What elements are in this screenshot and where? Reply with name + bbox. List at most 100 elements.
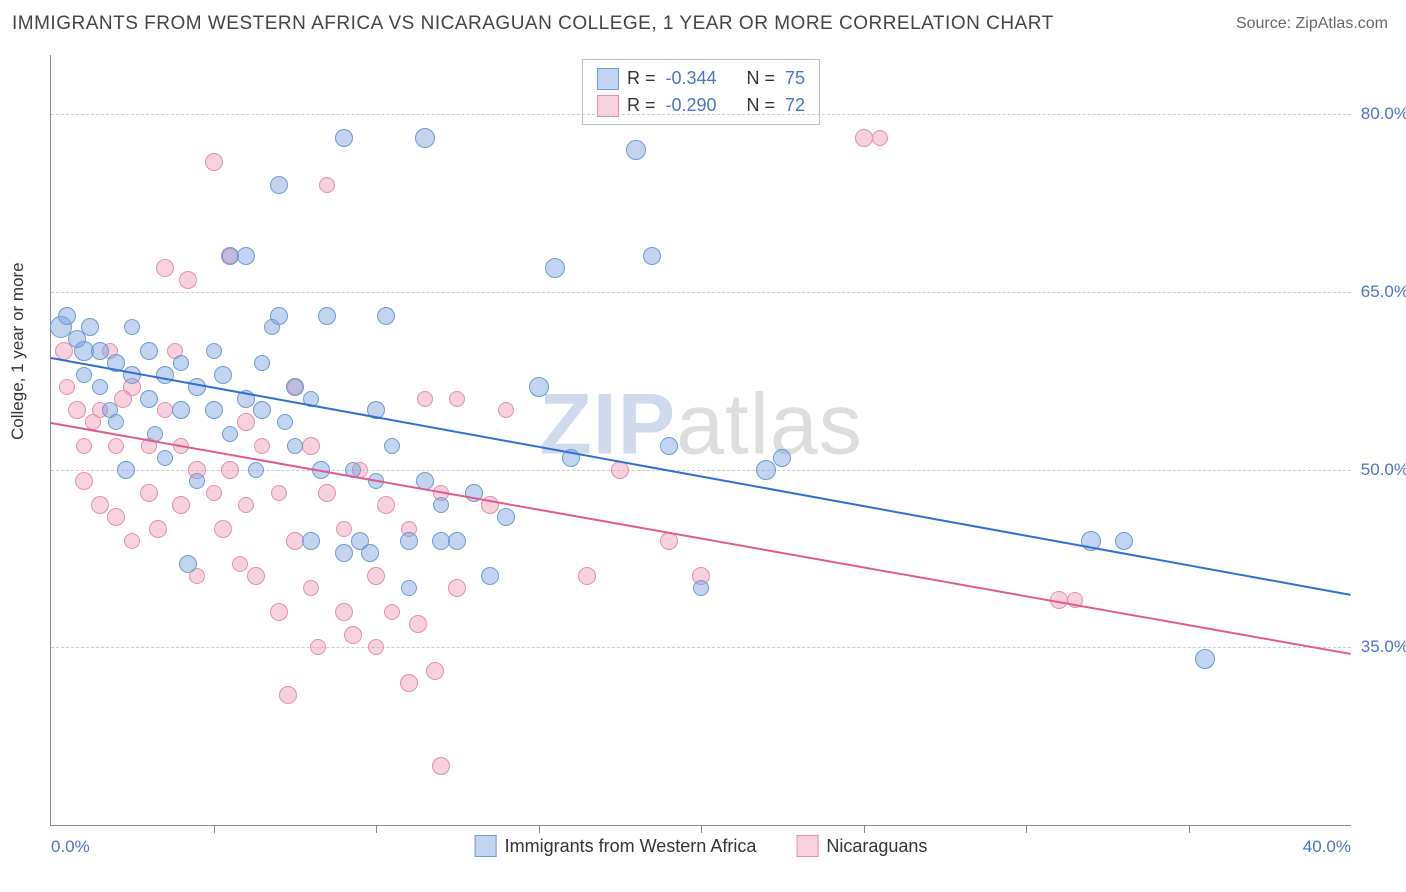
legend-n-value: 75 <box>785 65 805 92</box>
data-point <box>107 508 125 526</box>
data-point <box>287 438 303 454</box>
legend-swatch-blue <box>597 68 619 90</box>
data-point <box>384 604 400 620</box>
data-point <box>400 532 418 550</box>
xtick <box>864 825 865 833</box>
data-point <box>108 414 124 430</box>
data-point <box>149 520 167 538</box>
data-point <box>401 580 417 596</box>
data-point <box>157 402 173 418</box>
xtick-label: 40.0% <box>1303 837 1351 857</box>
data-point <box>303 580 319 596</box>
legend-item-blue: Immigrants from Western Africa <box>475 835 757 857</box>
data-point <box>361 544 379 562</box>
data-point <box>318 307 336 325</box>
data-point <box>157 450 173 466</box>
data-point <box>214 520 232 538</box>
data-point <box>271 485 287 501</box>
data-point <box>448 579 466 597</box>
data-point <box>368 639 384 655</box>
data-point <box>1195 649 1215 669</box>
xtick <box>376 825 377 833</box>
gridline-h <box>51 647 1351 648</box>
header: IMMIGRANTS FROM WESTERN AFRICA VS NICARA… <box>0 0 1406 48</box>
data-point <box>626 140 646 160</box>
data-point <box>205 401 223 419</box>
data-point <box>205 153 223 171</box>
data-point <box>156 366 174 384</box>
data-point <box>318 484 336 502</box>
legend-item-pink: Nicaraguans <box>796 835 927 857</box>
data-point <box>319 177 335 193</box>
legend-r-value: -0.344 <box>665 65 716 92</box>
data-point <box>124 533 140 549</box>
ytick-label: 50.0% <box>1361 460 1406 480</box>
data-point <box>433 497 449 513</box>
watermark: ZIPatlas <box>539 375 862 474</box>
gridline-h <box>51 114 1351 115</box>
gridline-h <box>51 470 1351 471</box>
xtick <box>214 825 215 833</box>
data-point <box>264 319 280 335</box>
ytick-label: 35.0% <box>1361 637 1406 657</box>
data-point <box>253 401 271 419</box>
xtick <box>701 825 702 833</box>
xtick <box>1026 825 1027 833</box>
data-point <box>172 401 190 419</box>
data-point <box>529 377 549 397</box>
data-point <box>254 355 270 371</box>
data-point <box>855 129 873 147</box>
chart-area: ZIPatlas R = -0.344 N = 75 R = -0.290 N … <box>50 55 1351 826</box>
xtick <box>539 825 540 833</box>
data-point <box>58 307 76 325</box>
data-point <box>286 378 304 396</box>
data-point <box>872 130 888 146</box>
data-point <box>270 176 288 194</box>
data-point <box>415 128 435 148</box>
data-point <box>497 508 515 526</box>
data-point <box>336 521 352 537</box>
data-point <box>643 247 661 265</box>
data-point <box>140 342 158 360</box>
data-point <box>140 484 158 502</box>
data-point <box>156 259 174 277</box>
data-point <box>221 461 239 479</box>
data-point <box>237 413 255 431</box>
data-point <box>773 449 791 467</box>
gridline-h <box>51 292 1351 293</box>
data-point <box>124 319 140 335</box>
data-point <box>108 438 124 454</box>
data-point <box>660 437 678 455</box>
data-point <box>270 603 288 621</box>
legend-label: Nicaraguans <box>826 836 927 857</box>
data-point <box>76 438 92 454</box>
data-point <box>140 390 158 408</box>
data-point <box>254 438 270 454</box>
data-point <box>189 473 205 489</box>
ytick-label: 65.0% <box>1361 282 1406 302</box>
data-point <box>426 662 444 680</box>
data-point <box>206 343 222 359</box>
xtick-label: 0.0% <box>51 837 90 857</box>
data-point <box>400 674 418 692</box>
data-point <box>222 426 238 442</box>
data-point <box>545 258 565 278</box>
data-point <box>693 580 709 596</box>
data-point <box>417 391 433 407</box>
data-point <box>498 402 514 418</box>
data-point <box>179 555 197 573</box>
legend-swatch-blue <box>475 835 497 857</box>
data-point <box>206 485 222 501</box>
data-point <box>75 472 93 490</box>
data-point <box>92 379 108 395</box>
data-point <box>59 379 75 395</box>
data-point <box>302 437 320 455</box>
data-point <box>409 615 427 633</box>
data-point <box>344 626 362 644</box>
data-point <box>237 247 255 265</box>
legend-swatch-pink <box>597 95 619 117</box>
y-axis-label: College, 1 year or more <box>8 262 28 440</box>
data-point <box>173 355 189 371</box>
data-point <box>117 461 135 479</box>
data-point <box>172 496 190 514</box>
